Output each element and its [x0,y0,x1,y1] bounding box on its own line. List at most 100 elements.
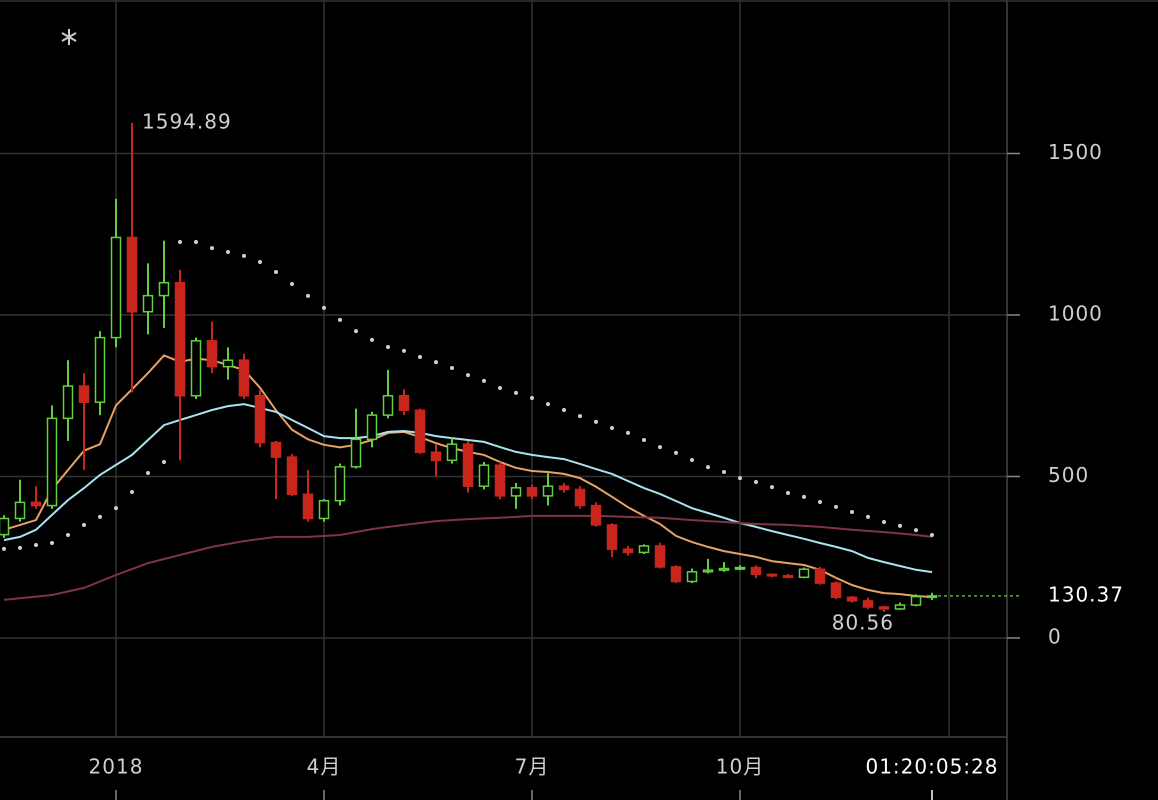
sar-dot [882,520,886,525]
candle-body [638,545,650,554]
candle-body [910,595,922,606]
candle-body [14,501,26,520]
sar-dot [898,523,902,528]
icon-stroke [61,32,77,42]
sar-dot [290,281,294,286]
sar-dot [818,500,822,505]
sar-dot [754,479,758,484]
sar-dot [802,494,806,499]
sar-dot [658,445,662,450]
high-annotation: 1594.89 [142,109,232,133]
y-tick-label: 0 [1048,624,1062,648]
candle-body [30,501,42,507]
sar-dot [226,250,230,255]
candle-body [766,573,778,577]
sar-dot [610,426,614,431]
sar-dot [546,402,550,407]
candle-body [510,487,522,497]
candle-body [542,485,554,497]
candle-body [158,281,170,297]
candle-body [846,596,858,602]
sar-dot [642,437,646,442]
candle-body [286,456,298,496]
settings-icon[interactable] [61,29,77,45]
sar-dot [834,504,838,509]
candle-body [414,409,426,454]
candle-body [78,385,90,403]
sar-dot [258,260,262,265]
sar-dot [130,490,134,495]
candle-body [750,566,762,576]
candle-body [110,236,122,339]
candle-body [174,281,186,397]
candle-body [590,504,602,526]
candle-body [238,359,250,397]
y-tick-label: 500 [1048,463,1089,487]
candle-body [478,464,490,487]
candle-body [94,336,106,403]
candle-body [894,604,906,610]
sar-dot [66,532,70,537]
moving-average-line [3,403,933,574]
moving-average-line [3,514,933,601]
sar-dot [194,239,198,244]
sar-dot [450,365,454,370]
sar-dot [274,270,278,275]
candle-body [334,466,346,502]
candle-body [382,394,394,416]
x-tick-label: 10月 [716,755,764,779]
last-price-label: 130.37 [1048,582,1124,606]
sar-dot [114,506,118,511]
sar-dot [722,469,726,474]
sar-dot [514,390,518,395]
candle-body [654,545,666,568]
sar-dot [466,373,470,378]
candle-body [814,568,826,584]
candle-body [62,385,74,420]
sar-dot [98,514,102,519]
candle-body [686,571,698,583]
candle-body [206,340,218,368]
sar-dot [178,239,182,244]
sar-dot [162,459,166,464]
sar-dot [418,354,422,359]
sar-dot [370,337,374,342]
sar-dot [530,396,534,401]
candle-body [494,464,506,497]
x-tick-label: 2018 [89,755,144,779]
candle-body [0,517,10,536]
candle-body [302,493,314,520]
candle-body [446,443,458,462]
x-tick-label: 4月 [307,755,342,779]
sar-dot [562,407,566,412]
candle-body [558,485,570,491]
candle-body [718,567,730,571]
candle-body [670,566,682,583]
sar-dot [786,490,790,495]
sar-dot [210,246,214,251]
candle-body [526,487,538,497]
sar-dot [914,528,918,533]
candle-body [462,443,474,487]
candle-body [350,438,362,468]
candle-body [798,568,810,579]
y-tick-label: 1000 [1048,301,1103,325]
x-tick-label: 7月 [515,755,550,779]
candle-body [46,417,58,507]
sar-dot [738,476,742,481]
sar-dot [402,348,406,353]
candle-body [318,499,330,520]
candle-body [430,451,442,462]
low-annotation: 80.56 [832,610,894,634]
sar-dot [690,458,694,463]
sar-dot [18,545,22,550]
sar-dot [242,253,246,258]
sar-dot [354,329,358,334]
candle-body [270,441,282,458]
y-tick-label: 1500 [1048,140,1103,164]
sar-dot [594,419,598,424]
candle-body [398,394,410,412]
candle-body [366,414,378,441]
sar-dot [770,485,774,490]
sar-dot [866,514,870,519]
